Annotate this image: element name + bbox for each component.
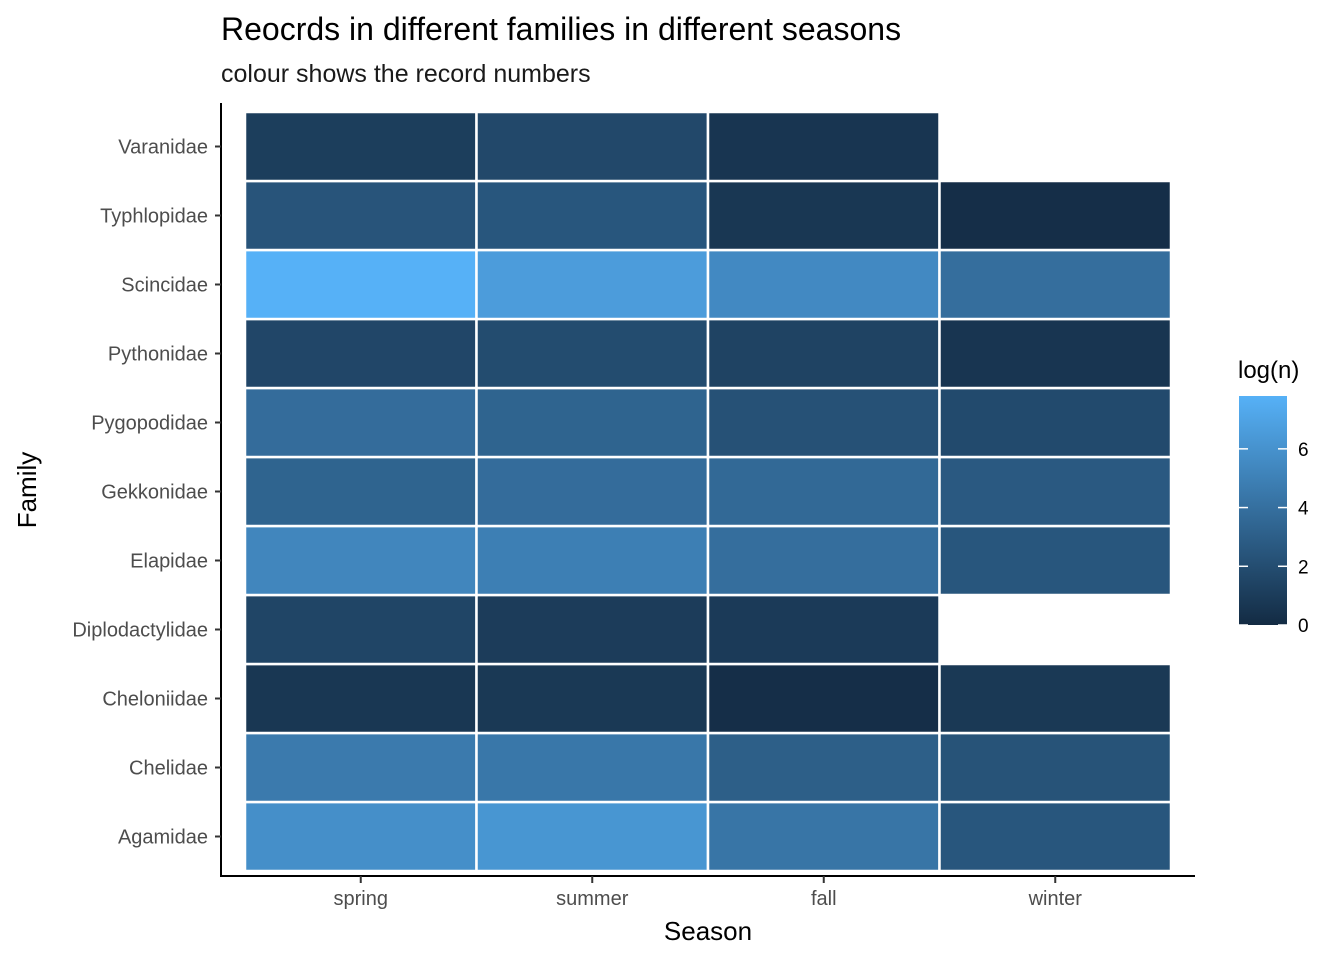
heatmap-cell-typhlopidae-winter	[938, 179, 1173, 252]
y-tick-label: Agamidae	[118, 827, 208, 849]
heatmap-cell-agamidae-spring	[243, 800, 478, 873]
heatmap-cell-gekkonidae-spring	[243, 455, 478, 528]
y-tick-label: Pythonidae	[108, 344, 208, 366]
legend-tick-label: 6	[1298, 440, 1309, 461]
heatmap-cell-varanidae-summer	[475, 110, 710, 183]
heatmap-cell-pygopodidae-winter	[938, 386, 1173, 459]
chart-title: Reocrds in different families in differe…	[221, 11, 901, 47]
heatmap-cell-typhlopidae-summer	[475, 179, 710, 252]
heatmap-cell-pythonidae-summer	[475, 317, 710, 390]
heatmap-cell-elapidae-spring	[243, 524, 478, 597]
heatmap-cell-scincidae-fall	[706, 248, 941, 321]
heatmap-cell-diplodactylidae-spring	[243, 593, 478, 666]
heatmap-cell-diplodactylidae-summer	[475, 593, 710, 666]
heatmap-cell-scincidae-summer	[475, 248, 710, 321]
y-tick-label: Scincidae	[121, 275, 208, 297]
x-tick-label: summer	[556, 888, 629, 910]
x-axis-title: Season	[664, 916, 752, 946]
heatmap-cell-varanidae-spring	[243, 110, 478, 183]
legend-ticks: 0 2 4 6	[1239, 440, 1309, 637]
heatmap-cell-pythonidae-winter	[938, 317, 1173, 390]
heatmap-cell-agamidae-winter	[938, 800, 1173, 873]
y-tick-label: Typhlopidae	[100, 206, 208, 228]
y-tick-label: Elapidae	[130, 551, 208, 573]
heatmap-cell-agamidae-summer	[475, 800, 710, 873]
legend-tick-label: 2	[1298, 557, 1309, 578]
heatmap-cell-cheloniidae-summer	[475, 662, 710, 735]
heatmap-cell-scincidae-spring	[243, 248, 478, 321]
legend-tick-label: 0	[1298, 616, 1309, 637]
heatmap-cell-gekkonidae-winter	[938, 455, 1173, 528]
y-axis-title: Family	[12, 452, 42, 529]
heatmap-cell-varanidae-fall	[706, 110, 941, 183]
heatmap-cell-pygopodidae-summer	[475, 386, 710, 459]
heatmap-cell-pythonidae-spring	[243, 317, 478, 390]
x-tick-label: fall	[811, 888, 837, 910]
heatmap-cell-pythonidae-fall	[706, 317, 941, 390]
heatmap-cell-elapidae-summer	[475, 524, 710, 597]
heatmap-cell-pygopodidae-spring	[243, 386, 478, 459]
y-tick-label: Gekkonidae	[101, 482, 208, 504]
legend-title: log(n)	[1238, 357, 1299, 384]
heatmap-cell-chelidae-summer	[475, 731, 710, 804]
heatmap-cell-scincidae-winter	[938, 248, 1173, 321]
heatmap-cell-cheloniidae-fall	[706, 662, 941, 735]
heatmap-cell-gekkonidae-summer	[475, 455, 710, 528]
heatmap-cell-agamidae-fall	[706, 800, 941, 873]
x-tick-label: spring	[334, 888, 388, 910]
heatmap-cell-diplodactylidae-fall	[706, 593, 941, 666]
heatmap-cell-gekkonidae-fall	[706, 455, 941, 528]
heatmap-cell-cheloniidae-spring	[243, 662, 478, 735]
heatmap-cell-cheloniidae-winter	[938, 662, 1173, 735]
legend-color-bar	[1239, 396, 1287, 625]
heatmap-cell-typhlopidae-spring	[243, 179, 478, 252]
y-tick-label: Chelidae	[129, 758, 208, 780]
heatmap-cell-chelidae-winter	[938, 731, 1173, 804]
heatmap-cell-typhlopidae-fall	[706, 179, 941, 252]
x-axis-ticks: spring summer fall winter	[334, 876, 1083, 910]
y-tick-label: Pygopodidae	[91, 413, 208, 435]
heatmap-cell-elapidae-fall	[706, 524, 941, 597]
heatmap-cell-pygopodidae-fall	[706, 386, 941, 459]
chart-subtitle: colour shows the record numbers	[221, 60, 591, 88]
legend-tick-label: 4	[1298, 499, 1309, 520]
heatmap-cell-elapidae-winter	[938, 524, 1173, 597]
x-tick-label: winter	[1028, 888, 1083, 910]
y-axis-ticks: Agamidae Chelidae Cheloniidae Diplodactylid…	[72, 137, 221, 849]
heatmap-cell-chelidae-spring	[243, 731, 478, 804]
heatmap-tiles	[243, 110, 1173, 873]
y-tick-label: Cheloniidae	[102, 689, 208, 711]
y-tick-label: Diplodactylidae	[72, 620, 208, 642]
color-legend: log(n) 0 2 4 6	[1238, 357, 1309, 637]
heatmap-cell-chelidae-fall	[706, 731, 941, 804]
y-tick-label: Varanidae	[118, 137, 208, 159]
